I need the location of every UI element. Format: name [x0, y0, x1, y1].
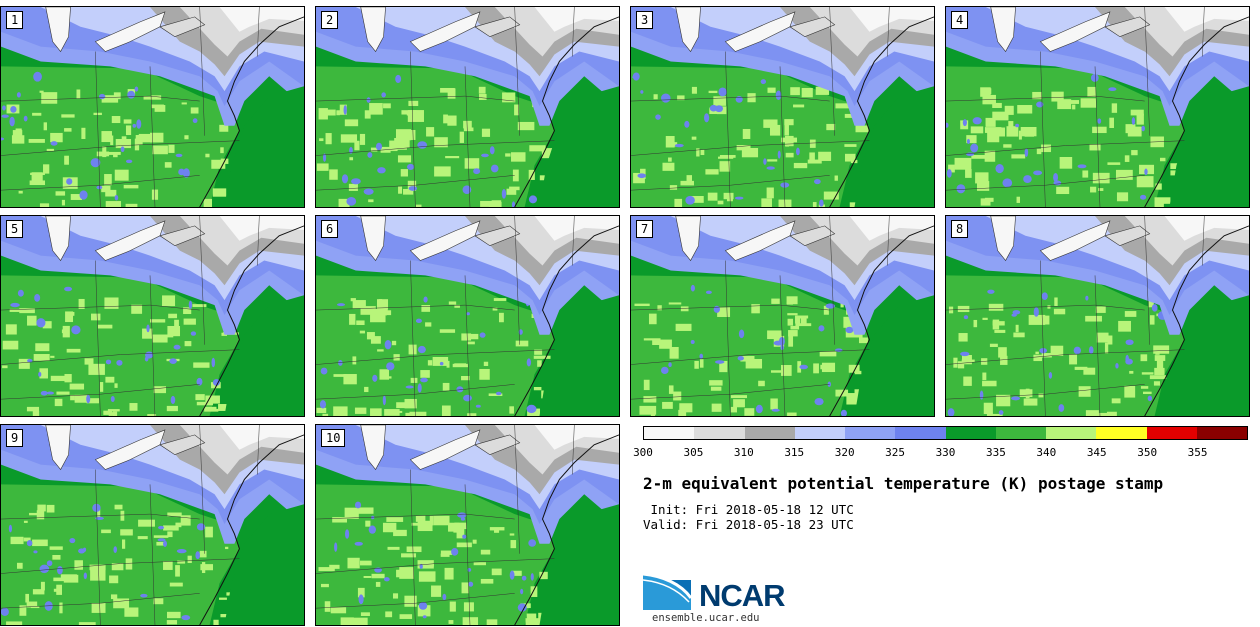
colorbar-tick-label: 305: [683, 446, 704, 459]
postage-stamp-panel: 8: [945, 215, 1250, 417]
panel-number-label: 3: [636, 11, 654, 29]
panel-number-label: 10: [321, 429, 346, 447]
colorbar-ticks: 300 305 310 315 320 325 330 335 340 345 350 355: [633, 446, 1248, 460]
colorbar-tick-label: 345: [1086, 446, 1107, 459]
panel-number-label: 5: [6, 220, 24, 238]
panel-number-label: 2: [321, 11, 339, 29]
colorbar-segment: [794, 427, 845, 439]
init-time: Init: Fri 2018-05-18 12 UTC: [643, 502, 854, 517]
colorbar-segment: [1046, 427, 1097, 439]
colorbar-segment: [644, 427, 695, 439]
colorbar-segment: [694, 427, 745, 439]
colorbar-segment: [1096, 427, 1147, 439]
colorbar-segment: [1146, 427, 1197, 439]
postage-stamp-panel: 9: [0, 424, 305, 626]
colorbar-tick-label: 310: [733, 446, 754, 459]
colorbar-segment: [945, 427, 996, 439]
colorbar-segment: [1196, 427, 1247, 439]
map-title: 2-m equivalent potential temperature (K)…: [643, 474, 1164, 493]
colorbar: [643, 426, 1248, 440]
postage-stamp-panel: 2: [315, 6, 620, 208]
postage-stamp-panel: 7: [630, 215, 935, 417]
colorbar-tick-label: 355: [1187, 446, 1208, 459]
colorbar-tick-label: 320: [834, 446, 855, 459]
postage-stamp-panel: 4: [945, 6, 1250, 208]
colorbar-tick-label: 335: [985, 446, 1006, 459]
postage-stamp-panel: 6: [315, 215, 620, 417]
colorbar-tick-label: 340: [1036, 446, 1057, 459]
logo-text: NCAR: [699, 578, 786, 613]
colorbar-segment: [845, 427, 896, 439]
valid-time: Valid: Fri 2018-05-18 23 UTC: [643, 517, 854, 532]
colorbar-segment: [895, 427, 946, 439]
panel-number-label: 9: [6, 429, 24, 447]
colorbar-tick-label: 315: [784, 446, 805, 459]
postage-stamp-panel: 10: [315, 424, 620, 626]
colorbar-tick-label: 330: [935, 446, 956, 459]
colorbar-tick-label: 350: [1137, 446, 1158, 459]
panel-number-label: 1: [6, 11, 24, 29]
ncar-logo-icon: [643, 572, 693, 610]
colorbar-tick-label: 300: [633, 446, 653, 459]
panel-number-label: 4: [951, 11, 969, 29]
postage-stamp-panel: 5: [0, 215, 305, 417]
postage-stamp-panel: 1: [0, 6, 305, 208]
panel-number-label: 6: [321, 220, 339, 238]
postage-stamp-panel: 3: [630, 6, 935, 208]
colorbar-tick-label: 325: [885, 446, 906, 459]
colorbar-segment: [995, 427, 1046, 439]
colorbar-segment: [744, 427, 795, 439]
site-url[interactable]: ensemble.ucar.edu: [652, 612, 760, 624]
panel-number-label: 7: [636, 220, 654, 238]
panel-number-label: 8: [951, 220, 969, 238]
